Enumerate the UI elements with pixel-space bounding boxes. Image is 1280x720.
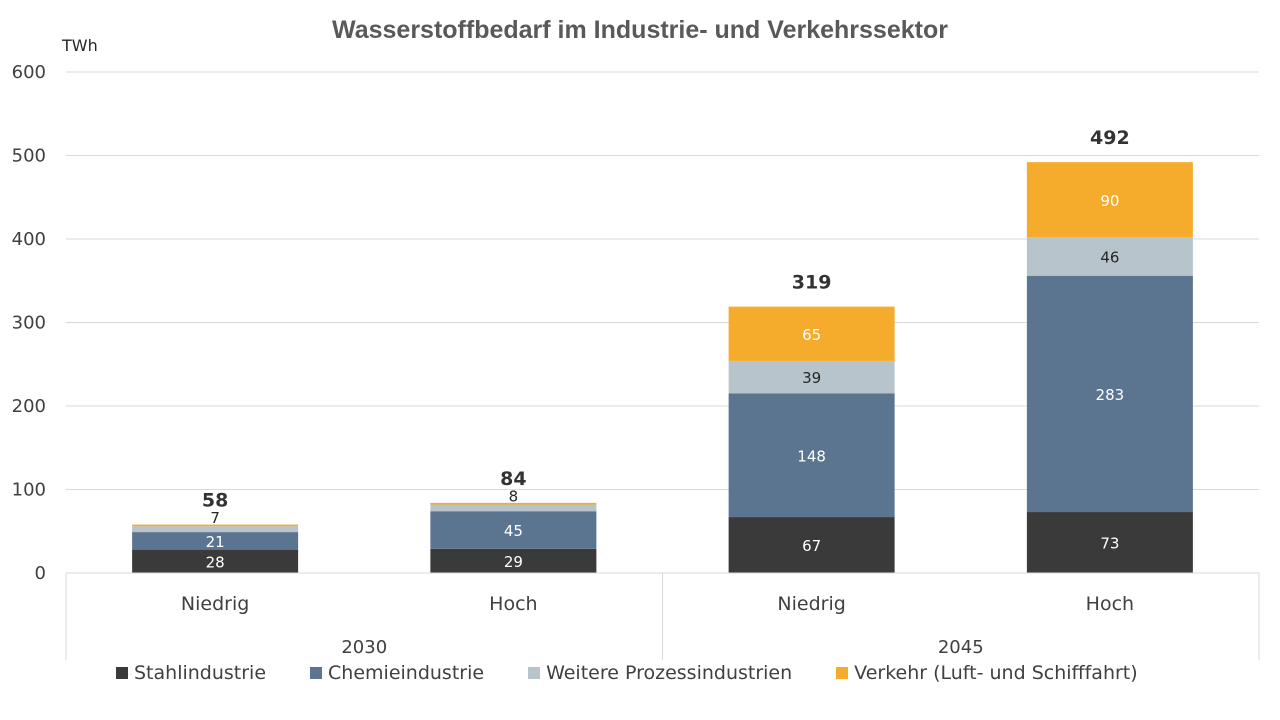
bar-segment [430,511,597,549]
bar-segment [132,524,299,527]
legend: Stahlindustrie Chemieindustrie Weitere Pro… [116,662,1182,684]
legend-swatch [116,667,128,679]
segment-label: 283 [1096,386,1125,404]
bars: 28 21 758 29 45 884 67 148 39 65 319 73 283 46 90 492 [132,127,1193,573]
legend-swatch [836,667,849,679]
bar-segment [132,526,299,533]
legend-swatch [310,667,323,679]
legend-item: Chemieindustrie [310,662,484,684]
bar-segment [132,532,299,550]
x-category-label: Niedrig [777,593,845,615]
bar-segment [1026,237,1193,276]
bar-segment [728,306,895,361]
segment-label: 73 [1100,535,1119,553]
y-tick-label: 600 [12,62,46,83]
total-label: 492 [1090,127,1130,149]
bar-segment [1026,275,1193,513]
x-group-label: 2030 [341,637,387,658]
x-axis: Niedrig Hoch Niedrig Hoch 2030 2045 [65,572,1260,660]
segment-label: 45 [504,522,523,540]
segment-label: 46 [1100,249,1119,267]
x-category-label: Hoch [1086,593,1134,615]
total-label: 319 [792,272,832,294]
bar-segment [728,360,895,394]
bar-segment [430,504,597,512]
segment-label: 7 [210,509,220,527]
x-category-label: Niedrig [181,593,249,615]
x-group-label: 2045 [938,637,984,658]
y-tick-label: 400 [12,229,46,250]
bar-segment [430,502,597,505]
legend-item: Stahlindustrie [116,662,266,684]
legend-item: Weitere Prozessindustrien [528,662,792,684]
bar-segment [728,393,895,518]
y-tick-label: 300 [12,313,46,334]
bar-segment [132,549,299,573]
segment-label: 90 [1100,192,1119,210]
legend-item: Verkehr (Luft- und Schifffahrt) [836,662,1138,684]
segment-label: 65 [802,326,821,344]
segment-label: 67 [802,537,821,555]
bar-segment [1026,512,1193,573]
y-tick-label: 500 [12,146,46,167]
total-label: 58 [202,490,228,512]
segment-label: 28 [206,553,225,571]
segment-label: 39 [802,369,821,387]
segment-label: 8 [509,488,519,506]
y-tick-label: 0 [35,563,46,584]
bar-segment [430,548,597,573]
segment-label: 148 [797,447,826,465]
legend-swatch [528,667,541,679]
segment-label: 29 [504,553,523,571]
y-tick-label: 100 [12,480,46,501]
chart-title: Wasserstoffbedarf im Industrie- und Verk… [332,16,948,44]
bar-segment [1026,162,1193,238]
bar-segment [728,517,895,573]
total-label: 84 [500,468,526,490]
legend-label: Weitere Prozessindustrien [546,662,793,684]
y-tick-label: 200 [12,396,46,417]
y-axis-unit: TWh [61,36,98,55]
legend-label: Chemieindustrie [328,662,485,684]
segment-label: 21 [206,533,225,551]
legend-label: Verkehr (Luft- und Schifffahrt) [854,662,1138,684]
legend-label: Stahlindustrie [134,662,267,684]
x-category-label: Hoch [489,593,537,615]
y-axis-ticks: 0 100 200 300 400 500 600 [12,62,46,584]
